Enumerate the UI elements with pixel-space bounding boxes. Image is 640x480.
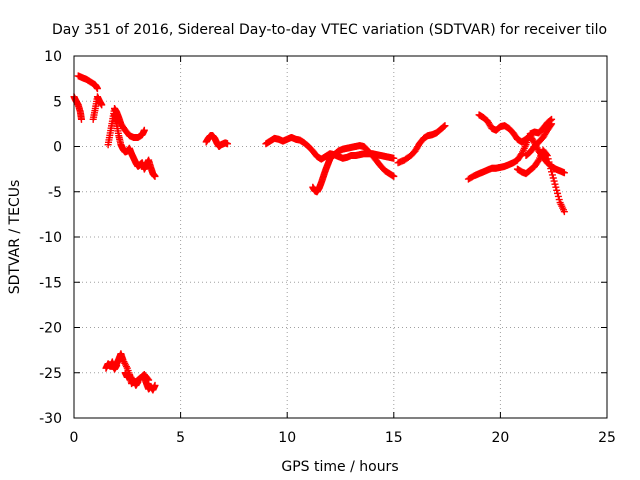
data-point: [549, 174, 557, 182]
series-s12: [309, 142, 398, 196]
data-point: [441, 122, 449, 130]
series-s14: [464, 115, 556, 183]
data-point: [552, 183, 560, 191]
data-point: [560, 208, 568, 216]
data-point: [140, 126, 148, 134]
y-tick-label: -5: [48, 185, 62, 201]
data-point: [544, 155, 552, 163]
chart-title: Day 351 of 2016, Sidereal Day-to-day VTE…: [52, 22, 607, 38]
series-s10: [202, 132, 232, 150]
data-point: [548, 120, 556, 128]
data-point: [542, 150, 550, 158]
series-s16: [513, 146, 568, 216]
data-point: [555, 196, 563, 204]
data-point: [546, 161, 554, 169]
data-point: [551, 180, 559, 188]
y-tick-label: -15: [39, 275, 62, 291]
series-s2: [74, 72, 101, 93]
data-point: [554, 192, 562, 200]
y-tick-label: -30: [39, 411, 62, 427]
series-s3: [89, 93, 106, 123]
plot-frame: [73, 55, 608, 419]
y-axis-label: SDTVAR / TECUs: [7, 180, 23, 295]
data-point: [547, 165, 555, 173]
y-tick-label: -10: [39, 230, 62, 246]
x-tick-label: 20: [491, 430, 509, 446]
x-tick-label: 15: [385, 430, 403, 446]
data-point: [548, 171, 556, 179]
grid-lines: [74, 56, 607, 418]
data-point: [550, 177, 558, 185]
x-tick-label: 5: [176, 430, 185, 446]
series-s8: [121, 369, 142, 389]
data-point: [554, 189, 562, 197]
data-point: [98, 101, 106, 109]
data-point: [151, 172, 159, 180]
y-tick-label: -20: [39, 321, 62, 337]
data-point: [113, 362, 121, 370]
data-point: [545, 158, 553, 166]
series-s1: [70, 93, 85, 123]
x-tick-label: 0: [70, 430, 79, 446]
series-s13: [394, 122, 449, 167]
y-tick-label: 10: [44, 49, 62, 65]
x-axis-label: GPS time / hours: [281, 459, 398, 475]
data-point: [77, 115, 85, 123]
data-point: [122, 363, 130, 371]
y-tick-label: 5: [53, 94, 62, 110]
data-point: [93, 85, 101, 93]
data-point: [224, 140, 232, 148]
data-point: [134, 378, 142, 386]
data-point: [560, 169, 568, 177]
data-point: [548, 168, 556, 176]
data-points: [70, 72, 568, 394]
x-tick-label: 10: [278, 430, 296, 446]
data-point: [543, 152, 551, 160]
series-s5: [111, 111, 159, 180]
series-s9: [140, 373, 159, 394]
x-tick-label: 25: [598, 430, 616, 446]
data-point: [547, 121, 555, 129]
y-tick-label: -25: [39, 366, 62, 382]
data-point: [440, 122, 448, 130]
series-s4: [104, 104, 148, 149]
data-point: [390, 154, 398, 162]
y-tick-label: 0: [53, 140, 62, 156]
data-point: [151, 381, 159, 389]
data-point: [390, 172, 398, 180]
series-s7: [102, 358, 121, 373]
data-point: [553, 186, 561, 194]
axis-ticks: 0 5 10 15 20 25 -30 -25 -20 -15 -10 -5 0 5 10: [39, 49, 616, 446]
series-s17: [522, 120, 556, 160]
